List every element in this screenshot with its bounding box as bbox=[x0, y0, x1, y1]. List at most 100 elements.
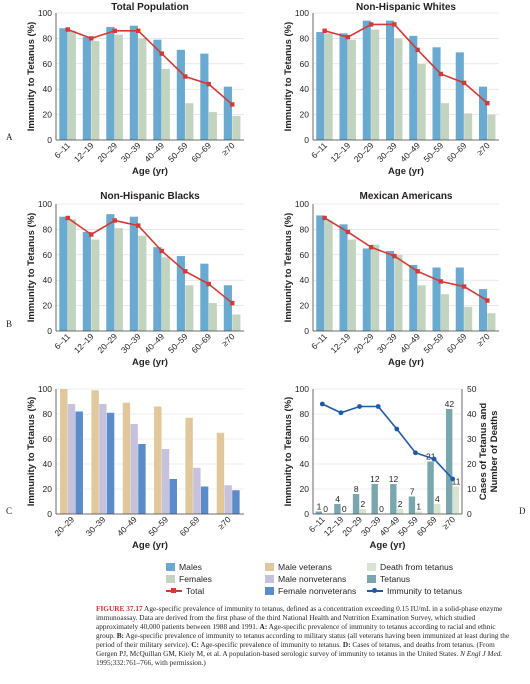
chart-1-xtick-label: 20–29 bbox=[95, 140, 119, 164]
chart-6-line-point bbox=[413, 450, 418, 456]
chart-2-ytick-label: 100 bbox=[295, 8, 309, 18]
chart-1-line-point bbox=[65, 27, 70, 32]
chart-2-bar bbox=[371, 29, 380, 140]
chart-3-bar bbox=[114, 228, 123, 331]
chart-4-x-axis-title: Age (yr) bbox=[388, 357, 424, 368]
chart-4-ytick-label: 0 bbox=[304, 326, 309, 336]
legend-label: Male nonveterans bbox=[278, 574, 347, 584]
chart-3-xtick-label: 30–39 bbox=[119, 331, 143, 355]
chart-6-bar bbox=[315, 511, 323, 514]
chart-6-bar bbox=[390, 484, 397, 514]
chart-4-xtick-label: 20–29 bbox=[352, 331, 376, 355]
chart-6-bar-value-label: 7 bbox=[410, 487, 415, 497]
chart-3-xtick-label: ≥70 bbox=[220, 331, 237, 348]
chart-2-y-axis-title: Immunity to Tetanus (%) bbox=[283, 22, 294, 132]
chart-6-bar-value-label: 1 bbox=[416, 502, 421, 512]
chart-2-title: Non-Hispanic Whites bbox=[356, 2, 456, 13]
chart-4-xtick-label: 40–49 bbox=[398, 331, 422, 355]
chart-1-ytick-label: 100 bbox=[38, 8, 52, 18]
legend-swatch bbox=[367, 563, 376, 571]
chart-5-xtick-label: 60–69 bbox=[178, 514, 202, 538]
chart-5-bar bbox=[224, 485, 232, 514]
chart-1-xtick-label: 50–59 bbox=[166, 140, 190, 164]
chart-6-line-point bbox=[431, 456, 437, 462]
chart-1-y-axis-title: Immunity to Tetanus (%) bbox=[26, 22, 37, 132]
chart-2-xtick-label: 6–11 bbox=[309, 140, 329, 160]
caption-a-text: Age-specific prevalence of immunity to t… bbox=[96, 622, 496, 640]
legend-swatch bbox=[265, 575, 274, 583]
chart-4-ytick-label: 80 bbox=[300, 224, 310, 234]
chart-6-ytick-label: 60 bbox=[300, 434, 310, 444]
chart-1-bar bbox=[161, 68, 170, 140]
chart-1-line-point bbox=[112, 28, 117, 33]
chart-2-line-point bbox=[438, 71, 444, 77]
chart-6-line-point bbox=[450, 476, 456, 482]
chart-6-xtick-label: 20–29 bbox=[340, 514, 364, 538]
chart-6-bar-value-label: 2 bbox=[361, 499, 366, 509]
caption-journal: N Engl J Med. bbox=[460, 649, 503, 658]
legend-item: Females bbox=[166, 574, 212, 584]
chart-5-bar bbox=[216, 432, 225, 514]
chart-6-xtick-label: 30–39 bbox=[359, 514, 383, 538]
legend-item: Males bbox=[166, 562, 202, 572]
chart-1-xtick-label: 12–19 bbox=[72, 140, 96, 164]
chart-6-ytick-right-label: 0 bbox=[467, 509, 472, 519]
chart-5-ytick-label: 0 bbox=[47, 509, 52, 519]
chart-2-ytick-label: 0 bbox=[304, 135, 309, 145]
chart-3-panel-label: B bbox=[6, 319, 12, 329]
chart-6-bar-value-label: 12 bbox=[389, 474, 399, 484]
chart-6-x-axis-title: Age (yr) bbox=[370, 540, 406, 551]
chart-1-ytick-label: 20 bbox=[43, 110, 53, 120]
chart-2-bar bbox=[409, 35, 418, 140]
chart-6-bar-value-label: 12 bbox=[370, 474, 380, 484]
chart-1-xtick-label: 60–69 bbox=[189, 140, 213, 164]
chart-1-bar bbox=[67, 30, 76, 141]
chart-2-bar bbox=[487, 114, 496, 140]
chart-6-line-point bbox=[357, 404, 362, 409]
chart-6-xtick-label: ≥70 bbox=[440, 514, 457, 531]
chart-5-ytick-label: 60 bbox=[43, 434, 53, 444]
chart-3-y-axis-title: Immunity to Tetanus (%) bbox=[26, 213, 37, 323]
chart-6-bar-value-label: 8 bbox=[354, 484, 359, 494]
chart-1-bar bbox=[185, 103, 194, 140]
chart-2-bar bbox=[464, 113, 473, 140]
legend-label: Tetanus bbox=[380, 574, 411, 584]
chart-6-line-point bbox=[375, 404, 381, 409]
chart-6-bar bbox=[359, 509, 366, 514]
chart-3-line-point bbox=[206, 281, 211, 287]
chart-5-xtick-label: ≥70 bbox=[216, 514, 233, 531]
chart-1-x-axis-title: Age (yr) bbox=[132, 166, 168, 177]
chart-3-bar bbox=[232, 314, 241, 331]
legend-label: Males bbox=[179, 562, 202, 572]
chart-2-xtick-label: 12–19 bbox=[329, 140, 353, 164]
caption-b-text: Age-specific prevalence of immunity to t… bbox=[96, 631, 510, 649]
chart-6-panel-label: D bbox=[519, 506, 526, 516]
chart-1-bar bbox=[138, 38, 147, 140]
chart-2-bar bbox=[417, 63, 426, 140]
chart-6-bar bbox=[452, 486, 460, 514]
legend-label: Male veterans bbox=[278, 562, 332, 572]
chart-5-bar bbox=[138, 444, 146, 514]
chart-2-bar bbox=[479, 86, 488, 140]
chart-1-bar bbox=[106, 26, 115, 140]
chart-4-bar bbox=[432, 267, 441, 331]
chart-3-line-point bbox=[159, 248, 164, 254]
chart-3-bar bbox=[138, 235, 147, 331]
chart-5-bar bbox=[67, 404, 76, 514]
chart-4-bar bbox=[324, 220, 333, 331]
legend-swatch bbox=[166, 575, 175, 583]
caption-a-label: A: bbox=[259, 622, 268, 631]
chart-4-line-point bbox=[415, 269, 420, 274]
chart-6-xtick-label: 40–49 bbox=[377, 514, 401, 538]
legend-item: Female nonveterans bbox=[265, 586, 356, 596]
chart-5-bar bbox=[169, 479, 177, 514]
chart-4-xtick-label: 30–39 bbox=[375, 331, 399, 355]
chart-6-ytick-right-label: 40 bbox=[467, 409, 477, 419]
chart-1-bar bbox=[176, 49, 185, 140]
chart-5-bar bbox=[60, 389, 68, 514]
chart-1-xtick-label: 40–49 bbox=[142, 140, 166, 164]
chart-2-x-axis-title: Age (yr) bbox=[388, 166, 424, 177]
chart-4-line-point bbox=[461, 284, 467, 289]
chart-1-line-point bbox=[89, 36, 94, 41]
